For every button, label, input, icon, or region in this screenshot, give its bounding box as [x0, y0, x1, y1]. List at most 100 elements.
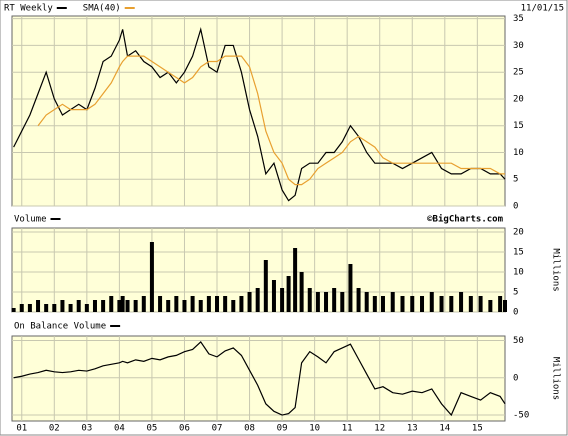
y-tick-label: 10 [513, 268, 524, 278]
volume-bar [68, 304, 73, 312]
volume-bar [52, 304, 57, 312]
series-line [13, 341, 506, 417]
x-tick-label: 10 [309, 424, 320, 434]
panel-title: Volume [14, 215, 47, 225]
volume-bar [410, 296, 415, 312]
volume-bar [76, 300, 81, 312]
volume-bar [158, 296, 163, 312]
volume-bar [439, 296, 444, 312]
volume-bar [223, 296, 228, 312]
volume-bar [390, 292, 395, 312]
y-tick-label: 20 [513, 228, 524, 238]
x-tick-label: 01 [16, 424, 27, 434]
y-axis-label: Millions [551, 357, 561, 400]
y-tick-label: 5 [513, 175, 518, 185]
x-tick-label: 13 [407, 424, 418, 434]
x-tick-label: 02 [49, 424, 60, 434]
volume-bar [356, 288, 361, 312]
volume-bar [44, 304, 49, 312]
x-tick-label: 07 [212, 424, 223, 434]
volume-bar [498, 296, 503, 312]
volume-bar [101, 300, 106, 312]
panel-title: On Balance Volume [14, 322, 106, 332]
x-tick-label: 15 [472, 424, 483, 434]
x-tick-label: 04 [114, 424, 125, 434]
volume-bar [348, 264, 353, 312]
volume-bar [293, 248, 298, 312]
volume-bar [92, 300, 97, 312]
volume-bar [141, 296, 146, 312]
x-tick-label: 05 [147, 424, 158, 434]
volume-bar [372, 296, 377, 312]
volume-bar [182, 300, 187, 312]
volume-bar [27, 304, 32, 312]
volume-bar [60, 300, 65, 312]
volume-bar [117, 300, 122, 312]
y-tick-label: 15 [513, 121, 524, 131]
y-tick-label: 10 [513, 148, 524, 158]
y-tick-label: 25 [513, 68, 524, 78]
volume-bar [280, 288, 285, 312]
volume-bar [503, 300, 507, 312]
date-label: 11/01/15 [521, 4, 564, 14]
volume-bar [286, 276, 291, 312]
y-tick-label: 5 [513, 288, 518, 298]
volume-bar [215, 296, 220, 312]
y-tick-label: 35 [513, 14, 524, 24]
x-tick-label: 11 [342, 424, 353, 434]
volume-bar [149, 242, 154, 312]
volume-bar [420, 296, 425, 312]
y-tick-label: 0 [513, 202, 518, 212]
volume-bar [190, 296, 195, 312]
volume-bar [247, 292, 252, 312]
volume-bar [324, 292, 329, 312]
volume-bar [125, 300, 130, 312]
volume-bar [271, 280, 276, 312]
volume-bar [11, 308, 16, 312]
y-tick-label: 15 [513, 248, 524, 258]
annotation: ©BigCharts.com [427, 214, 503, 225]
y-tick-label: 0 [513, 308, 518, 318]
volume-bar [468, 296, 473, 312]
volume-bar [340, 292, 345, 312]
volume-bar [263, 260, 268, 312]
volume-bar [84, 304, 89, 312]
volume-bar [488, 300, 493, 312]
y-tick-label: 0 [513, 373, 518, 383]
volume-bar [449, 296, 454, 312]
y-tick-label: -50 [513, 411, 529, 421]
y-tick-label: 30 [513, 41, 524, 51]
series-line [37, 55, 505, 186]
volume-bar [120, 296, 125, 312]
volume-bar [231, 300, 236, 312]
y-tick-label: 20 [513, 94, 524, 104]
volume-bar [174, 296, 179, 312]
volume-bar [478, 296, 483, 312]
x-tick-label: 14 [439, 424, 450, 434]
y-axis-label: Millions [551, 248, 561, 291]
volume-bar [166, 300, 171, 312]
volume-bar [315, 292, 320, 312]
y-tick-label: 50 [513, 336, 524, 346]
volume-bar [109, 296, 114, 312]
volume-bar [255, 288, 260, 312]
legend-label: RT Weekly [4, 4, 53, 14]
legend-label: SMA(40) [83, 4, 121, 14]
volume-bar [459, 292, 464, 312]
volume-bar [133, 300, 138, 312]
x-tick-label: 06 [179, 424, 190, 434]
x-tick-label: 09 [277, 424, 288, 434]
volume-bar [239, 296, 244, 312]
x-tick-label: 12 [374, 424, 385, 434]
volume-bar [198, 300, 203, 312]
volume-bar [400, 296, 405, 312]
volume-bar [299, 272, 304, 312]
plot-area [11, 335, 506, 422]
volume-bar [307, 288, 312, 312]
volume-bar [429, 292, 434, 312]
volume-bar [332, 288, 337, 312]
volume-bar [36, 300, 41, 312]
x-tick-label: 03 [81, 424, 92, 434]
